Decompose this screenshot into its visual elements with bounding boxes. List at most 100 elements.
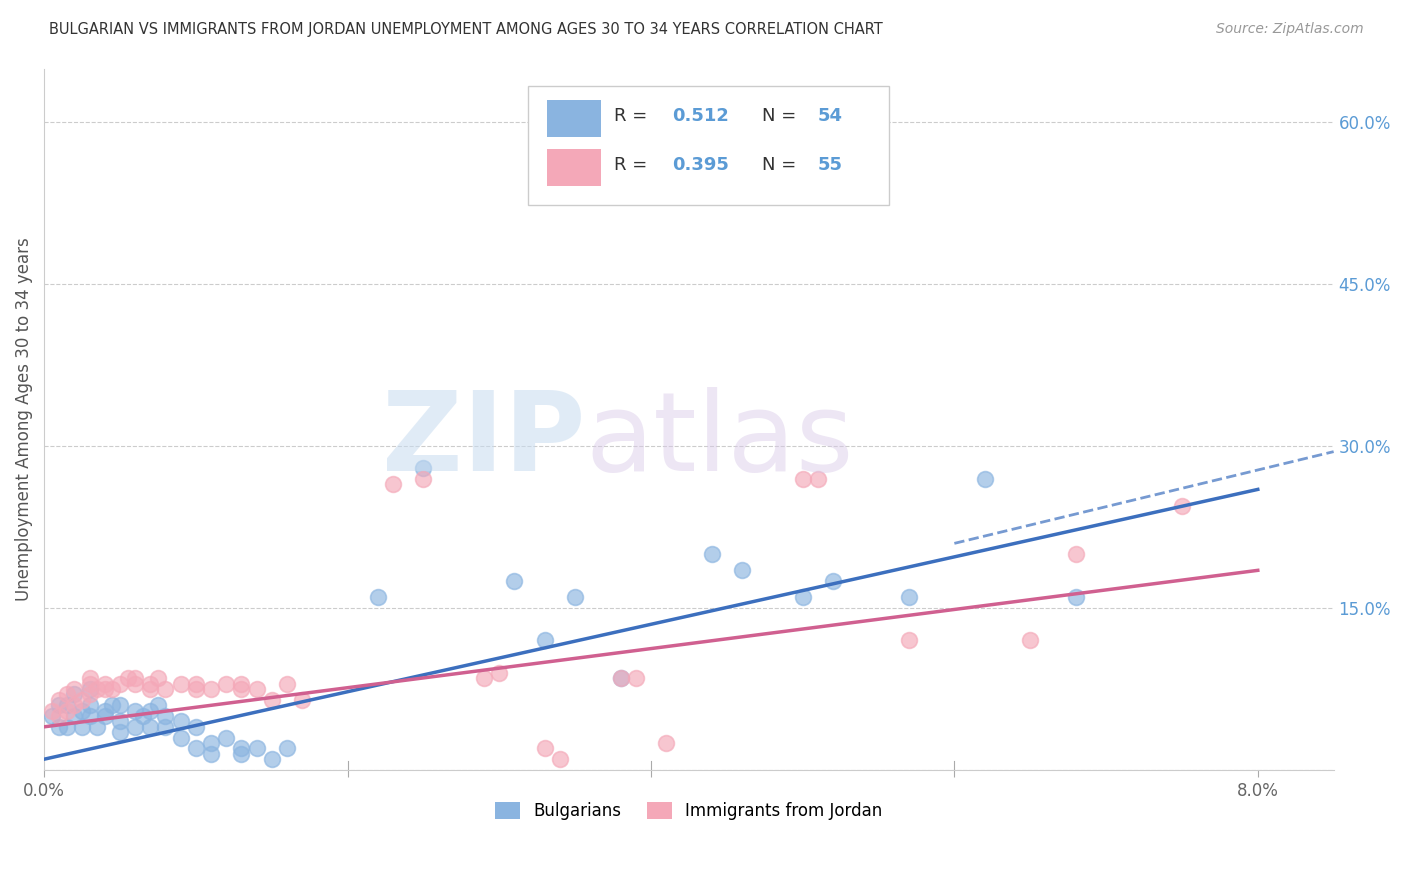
Point bbox=[412, 460, 434, 475]
Point bbox=[472, 671, 495, 685]
Text: R =: R = bbox=[614, 107, 652, 125]
Point bbox=[79, 681, 101, 696]
Point bbox=[41, 709, 63, 723]
Point bbox=[609, 671, 631, 685]
Point bbox=[231, 741, 253, 756]
Text: 0.395: 0.395 bbox=[672, 156, 728, 174]
Y-axis label: Unemployment Among Ages 30 to 34 years: Unemployment Among Ages 30 to 34 years bbox=[15, 237, 32, 601]
Point bbox=[101, 698, 124, 713]
Point bbox=[624, 671, 647, 685]
Point bbox=[231, 747, 253, 761]
Point bbox=[821, 574, 844, 589]
Point bbox=[897, 633, 920, 648]
Point bbox=[184, 676, 207, 690]
Point bbox=[155, 681, 177, 696]
Point bbox=[731, 563, 754, 577]
Point bbox=[63, 688, 86, 702]
Point bbox=[56, 698, 79, 713]
FancyBboxPatch shape bbox=[547, 149, 602, 186]
Point bbox=[146, 698, 169, 713]
Point bbox=[291, 693, 314, 707]
Point bbox=[700, 547, 723, 561]
Text: Source: ZipAtlas.com: Source: ZipAtlas.com bbox=[1216, 22, 1364, 37]
Text: atlas: atlas bbox=[586, 387, 855, 494]
Point bbox=[124, 676, 146, 690]
Point bbox=[276, 676, 298, 690]
Point bbox=[79, 709, 101, 723]
Point bbox=[94, 704, 117, 718]
Point bbox=[139, 676, 162, 690]
Point bbox=[41, 704, 63, 718]
Point bbox=[79, 676, 101, 690]
Point bbox=[101, 681, 124, 696]
Point bbox=[231, 676, 253, 690]
Point bbox=[382, 477, 405, 491]
Text: 54: 54 bbox=[818, 107, 842, 125]
Point bbox=[146, 671, 169, 685]
Point bbox=[1064, 591, 1087, 605]
Point bbox=[200, 736, 222, 750]
Point bbox=[260, 693, 283, 707]
Point bbox=[200, 747, 222, 761]
Point bbox=[276, 741, 298, 756]
Point bbox=[79, 688, 101, 702]
Point bbox=[56, 720, 79, 734]
Point bbox=[70, 693, 93, 707]
Point bbox=[792, 591, 814, 605]
Text: N =: N = bbox=[762, 156, 803, 174]
Point bbox=[86, 720, 108, 734]
Point bbox=[533, 741, 555, 756]
Point bbox=[1171, 499, 1194, 513]
Point bbox=[124, 720, 146, 734]
Text: BULGARIAN VS IMMIGRANTS FROM JORDAN UNEMPLOYMENT AMONG AGES 30 TO 34 YEARS CORRE: BULGARIAN VS IMMIGRANTS FROM JORDAN UNEM… bbox=[49, 22, 883, 37]
Point bbox=[169, 731, 191, 745]
Point bbox=[48, 698, 70, 713]
Point bbox=[897, 591, 920, 605]
Point bbox=[245, 741, 267, 756]
Point bbox=[132, 709, 155, 723]
Point bbox=[94, 681, 117, 696]
Point bbox=[79, 698, 101, 713]
Text: N =: N = bbox=[762, 107, 803, 125]
Point bbox=[108, 698, 131, 713]
Point bbox=[108, 676, 131, 690]
Point bbox=[139, 704, 162, 718]
Point bbox=[200, 681, 222, 696]
Text: R =: R = bbox=[614, 156, 652, 174]
Point bbox=[640, 148, 662, 162]
Point bbox=[56, 688, 79, 702]
Point bbox=[63, 681, 86, 696]
Point bbox=[548, 752, 571, 766]
Point bbox=[488, 665, 510, 680]
Point bbox=[139, 720, 162, 734]
Point bbox=[48, 693, 70, 707]
Point bbox=[169, 714, 191, 729]
Point bbox=[48, 709, 70, 723]
Point bbox=[124, 704, 146, 718]
Point bbox=[503, 574, 526, 589]
Point bbox=[367, 591, 389, 605]
Point bbox=[792, 472, 814, 486]
Legend: Bulgarians, Immigrants from Jordan: Bulgarians, Immigrants from Jordan bbox=[491, 797, 887, 825]
Point bbox=[155, 709, 177, 723]
Point bbox=[94, 709, 117, 723]
Point bbox=[124, 671, 146, 685]
Point bbox=[184, 741, 207, 756]
Point bbox=[139, 681, 162, 696]
Point bbox=[70, 720, 93, 734]
Point bbox=[215, 731, 238, 745]
Text: 0.512: 0.512 bbox=[672, 107, 728, 125]
Point bbox=[609, 671, 631, 685]
Point bbox=[70, 704, 93, 718]
Point bbox=[108, 725, 131, 739]
Point bbox=[63, 698, 86, 713]
Point bbox=[94, 676, 117, 690]
Point bbox=[155, 720, 177, 734]
Point bbox=[1064, 547, 1087, 561]
Point bbox=[79, 671, 101, 685]
Point bbox=[184, 720, 207, 734]
Text: 55: 55 bbox=[818, 156, 842, 174]
Point bbox=[231, 681, 253, 696]
Point bbox=[564, 591, 586, 605]
Point bbox=[973, 472, 995, 486]
